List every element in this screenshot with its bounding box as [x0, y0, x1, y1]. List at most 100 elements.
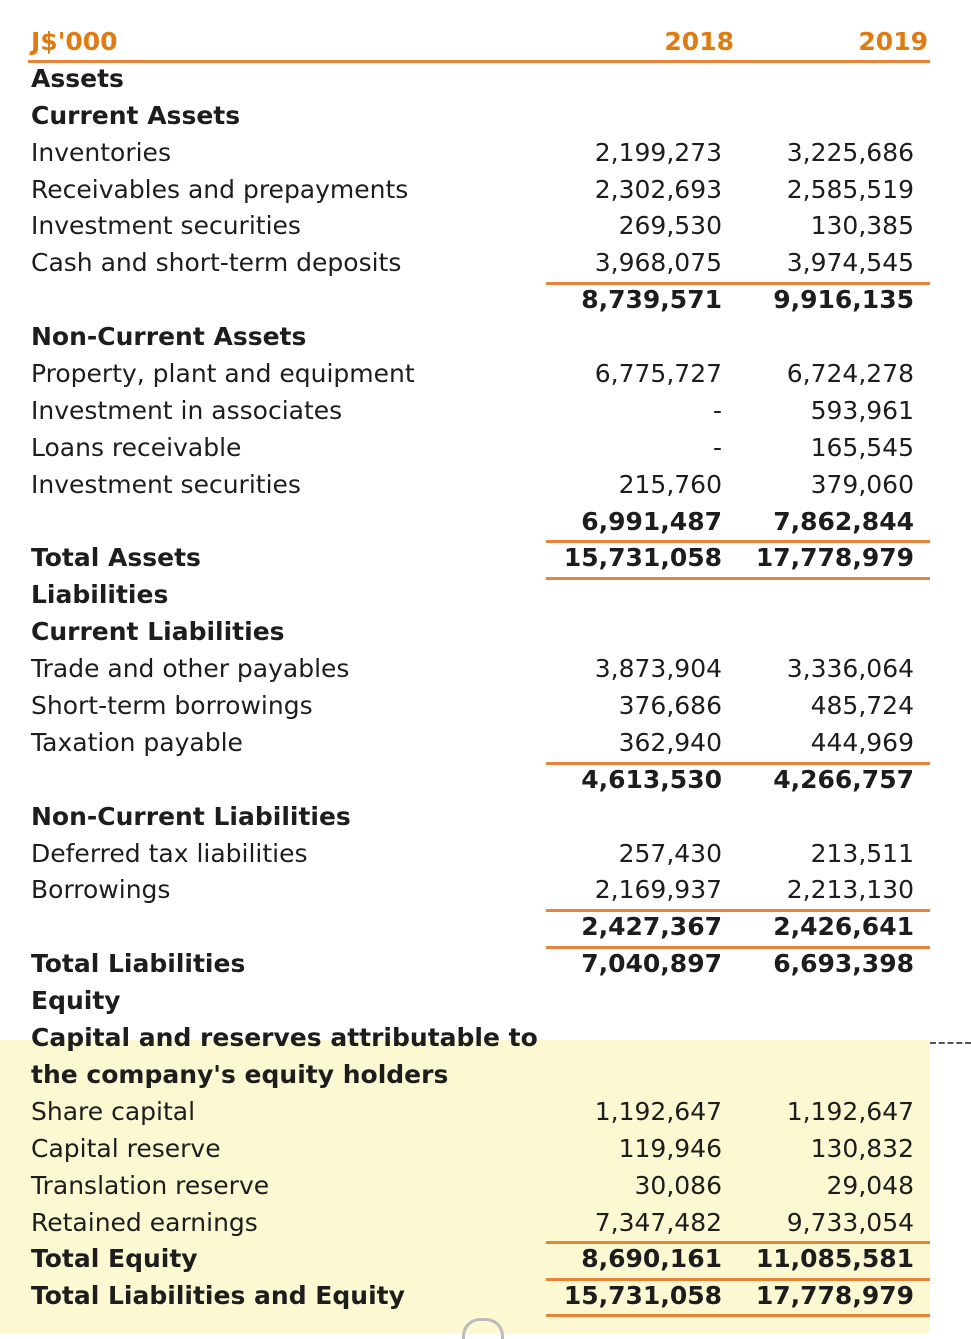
row-label: Current Assets — [31, 100, 241, 130]
value-2019: 213,511 — [810, 838, 914, 868]
table-row: Capital and reserves attributable to — [28, 1020, 930, 1057]
row-label: Capital and reserves attributable to — [31, 1023, 538, 1053]
table-row: 4,613,530 4,266,757 — [28, 761, 930, 799]
table-row: the company's equity holders — [28, 1057, 930, 1094]
row-label: Retained earnings — [31, 1207, 258, 1237]
value-2018: 2,199,273 — [594, 137, 722, 167]
selection-highlight — [0, 1040, 930, 1334]
value-2018: 2,169,937 — [594, 875, 722, 905]
value-2019: 7,862,844 — [773, 506, 914, 536]
underline-rule — [546, 540, 742, 544]
row-label: Taxation payable — [31, 727, 243, 757]
table-row: Liabilities — [28, 577, 930, 614]
value-2018: 4,613,530 — [581, 764, 722, 794]
underline-rule — [742, 946, 930, 950]
col-2018-header: 2018 — [664, 27, 734, 56]
table-row: Current Assets — [28, 98, 930, 135]
value-2019: 130,385 — [810, 211, 914, 241]
table-row: 6,991,487 7,862,844 — [28, 504, 930, 541]
table-row: Trade and other payables 3,873,904 3,336,0… — [28, 651, 930, 688]
underline-rule — [742, 1241, 930, 1245]
row-label: Loans receivable — [31, 432, 242, 462]
row-label: Cash and short-term deposits — [31, 248, 402, 278]
table-row: Investment securities 269,530 130,385 — [28, 208, 930, 245]
underline-rule — [742, 1278, 930, 1282]
value-2018: 8,690,161 — [581, 1244, 722, 1274]
cursor-icon — [462, 1318, 504, 1339]
value-2018: 2,427,367 — [581, 912, 722, 942]
value-2019: 6,724,278 — [786, 359, 914, 389]
table-row: Current Liabilities — [28, 614, 930, 651]
value-2019: 2,213,130 — [786, 875, 914, 905]
value-2019: 11,085,581 — [755, 1244, 914, 1274]
dashed-guide — [930, 1042, 971, 1044]
table-row: Borrowings 2,169,937 2,213,130 — [28, 872, 930, 909]
row-label: Equity — [31, 986, 121, 1016]
value-2019: 9,733,054 — [786, 1207, 914, 1237]
value-2018: 1,192,647 — [594, 1096, 722, 1126]
value-2019: 444,969 — [810, 727, 914, 757]
value-2019: 2,585,519 — [786, 174, 914, 204]
table-row: Assets — [28, 61, 930, 98]
underline-rule — [742, 1314, 930, 1318]
row-label: Non-Current Liabilities — [31, 801, 351, 831]
value-2018: 6,991,487 — [581, 506, 722, 536]
table-row: Receivables and prepayments 2,302,693 2,58… — [28, 172, 930, 209]
table-row: Non-Current Liabilities — [28, 799, 930, 836]
underline-rule — [742, 577, 930, 581]
underline-rule — [742, 909, 930, 913]
row-label: Current Liabilities — [31, 617, 285, 647]
value-2018: - — [712, 432, 722, 462]
table-row: Total Liabilities and Equity 15,731,058 17… — [28, 1278, 930, 1318]
header-row: J$'000 2018 2019 — [28, 24, 930, 63]
value-2018: 376,686 — [618, 691, 722, 721]
value-2019: 3,974,545 — [786, 248, 914, 278]
underline-rule — [742, 761, 930, 765]
table-row: Short-term borrowings 376,686 485,724 — [28, 688, 930, 725]
value-2018: 7,040,897 — [581, 949, 722, 979]
value-2018: 269,530 — [618, 211, 722, 241]
row-label: Borrowings — [31, 875, 171, 905]
value-2018: 3,968,075 — [594, 248, 722, 278]
table-row: 8,739,571 9,916,135 — [28, 282, 930, 319]
value-2019: 485,724 — [810, 691, 914, 721]
value-2019: 1,192,647 — [786, 1096, 914, 1126]
row-label: Deferred tax liabilities — [31, 838, 308, 868]
value-2018: 15,731,058 — [563, 543, 722, 573]
value-2018: 3,873,904 — [594, 654, 722, 684]
row-label: Trade and other payables — [31, 654, 350, 684]
value-2019: 17,778,979 — [755, 543, 914, 573]
table-row: Total Assets 15,731,058 17,778,979 — [28, 540, 930, 577]
value-2019: 165,545 — [810, 432, 914, 462]
row-label: Total Assets — [31, 543, 201, 573]
table-row: Equity — [28, 983, 930, 1020]
row-label: Total Equity — [31, 1244, 198, 1274]
table-row: Capital reserve 119,946 130,832 — [28, 1131, 930, 1168]
table-row: Taxation payable 362,940 444,969 — [28, 725, 930, 762]
row-label: Total Liabilities — [31, 949, 246, 979]
underline-rule — [742, 282, 930, 286]
table-row: Deferred tax liabilities 257,430 213,511 — [28, 836, 930, 873]
row-label: Short-term borrowings — [31, 691, 313, 721]
value-2019: 379,060 — [810, 469, 914, 499]
table-body: Assets Current Assets Inventories 2,199,273… — [28, 61, 930, 1318]
value-2018: 362,940 — [618, 727, 722, 757]
row-label: Property, plant and equipment — [31, 359, 415, 389]
value-2018: 30,086 — [634, 1170, 722, 1200]
value-2019: 130,832 — [810, 1133, 914, 1163]
value-2018: - — [712, 395, 722, 425]
value-2018: 6,775,727 — [594, 359, 722, 389]
underline-rule — [546, 946, 742, 950]
underline-rule — [546, 577, 742, 581]
underline-rule — [546, 761, 742, 765]
table-row: Loans receivable - 165,545 — [28, 430, 930, 467]
row-label: Investment in associates — [31, 395, 343, 425]
value-2019: 3,225,686 — [786, 137, 914, 167]
value-2018: 215,760 — [618, 469, 722, 499]
value-2019: 4,266,757 — [773, 764, 914, 794]
table-row: Investment securities 215,760 379,060 — [28, 467, 930, 504]
row-label: Capital reserve — [31, 1133, 221, 1163]
underline-rule — [546, 282, 742, 286]
row-label: the company's equity holders — [31, 1059, 449, 1089]
row-label: Share capital — [31, 1096, 196, 1126]
